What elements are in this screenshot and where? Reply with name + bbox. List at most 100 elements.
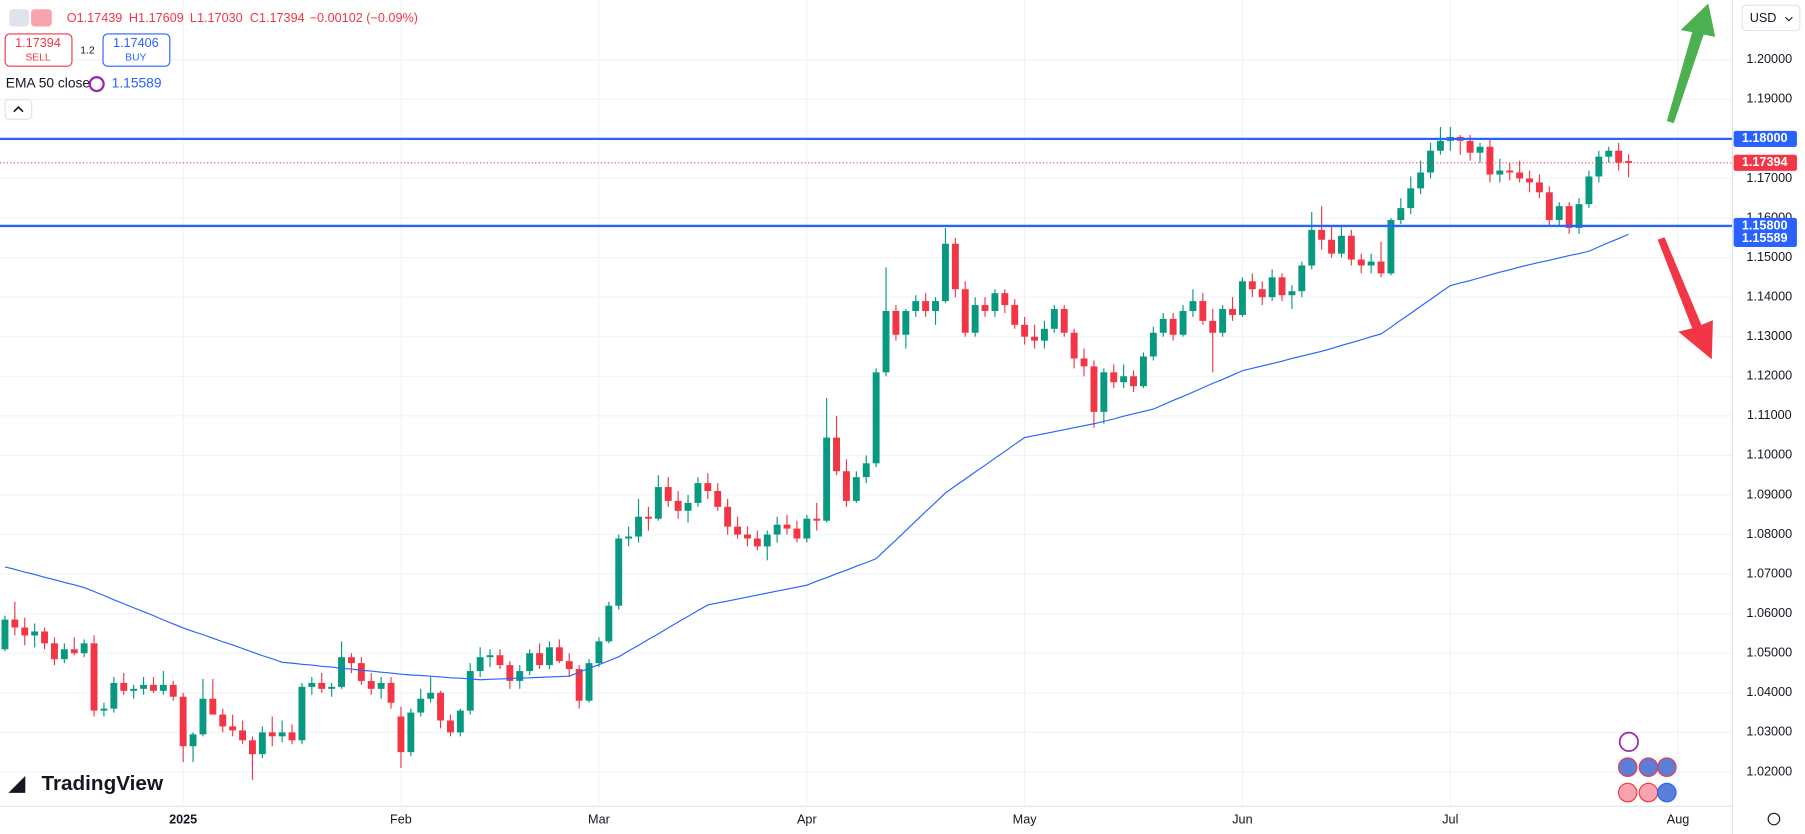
- y-tick-label: 1.02000: [1746, 764, 1792, 778]
- candle-body: [941, 243, 949, 302]
- spread: 1.2: [80, 45, 95, 56]
- y-tick-label: 1.13000: [1746, 329, 1792, 343]
- candle-body: [446, 720, 454, 733]
- down-arrow: [1657, 237, 1713, 360]
- candle-body: [338, 657, 345, 687]
- candle-body: [1179, 310, 1187, 335]
- candle-body: [625, 536, 633, 539]
- currency-select[interactable]: [1741, 4, 1801, 32]
- candle-body: [50, 643, 58, 660]
- candle-body: [1080, 358, 1088, 367]
- candle-body: [1120, 376, 1128, 383]
- candle-body: [1328, 239, 1335, 254]
- y-tick-label: 1.07000: [1746, 566, 1792, 580]
- candle-body: [773, 524, 781, 535]
- candle-body: [1387, 219, 1395, 274]
- candle-body: [1466, 140, 1474, 153]
- candle-body: [130, 688, 138, 691]
- candle-body: [1357, 259, 1365, 266]
- candle-body: [347, 657, 355, 664]
- ema-label: 1.15589: [1742, 231, 1788, 245]
- plot: [0, 127, 1733, 780]
- event-icon[interactable]: [1618, 731, 1639, 752]
- candle-body: [1268, 277, 1276, 298]
- y-tick-label: 1.10000: [1746, 448, 1792, 462]
- candle-body: [1100, 372, 1108, 412]
- candle-body: [278, 732, 286, 737]
- candle-body: [1149, 332, 1157, 357]
- collapse-icon: [13, 105, 24, 113]
- candle-body: [239, 730, 247, 741]
- event-icon[interactable]: [1638, 782, 1659, 803]
- candle-body: [149, 684, 157, 691]
- event-icon[interactable]: [1617, 782, 1638, 803]
- candle-body: [1526, 178, 1533, 183]
- ema-tag: [1733, 230, 1797, 247]
- candle-body: [793, 528, 801, 539]
- candle-body: [951, 243, 959, 290]
- toggle-chip[interactable]: [31, 9, 52, 27]
- candle-body: [1298, 265, 1306, 292]
- candle-body: [674, 500, 682, 511]
- candle-body: [110, 682, 118, 709]
- candle-body: [1159, 318, 1167, 333]
- sell-button[interactable]: [4, 33, 73, 67]
- candle-body: [664, 487, 672, 501]
- candle-body: [1585, 176, 1593, 205]
- candle-body: [1248, 281, 1256, 290]
- candle-body: [1288, 291, 1296, 296]
- price-axis: 1.02000 1.03000 1.04000 1.05000 1.06000 1.070…: [1733, 52, 1797, 778]
- settings-icon[interactable]: [1767, 812, 1781, 826]
- candle-body: [1238, 281, 1246, 315]
- grid: [0, 0, 1733, 807]
- candle-body: [734, 526, 741, 535]
- candle-body: [377, 682, 385, 689]
- candle-body: [417, 698, 425, 713]
- indicator-icon[interactable]: [88, 76, 105, 93]
- candle-body: [1545, 192, 1553, 220]
- low-value: L1.17030: [190, 11, 243, 25]
- candle-body: [407, 712, 415, 753]
- candle-body: [882, 310, 890, 373]
- y-tick-label: 1.20000: [1746, 52, 1792, 66]
- level-tag: [1733, 130, 1797, 147]
- candle-body: [318, 682, 326, 689]
- candle-body: [387, 682, 395, 703]
- events: [1617, 731, 1677, 803]
- candle-body: [565, 661, 573, 670]
- candle-body: [1397, 208, 1405, 220]
- x-tick-label: Jul: [1442, 813, 1458, 827]
- candle-body: [1486, 146, 1494, 175]
- buy-button[interactable]: [102, 33, 171, 67]
- candle-body: [1050, 309, 1058, 329]
- buy-label: BUY: [125, 52, 146, 63]
- candle-body: [179, 696, 187, 747]
- candle-body: [466, 671, 474, 711]
- candle-body: [1060, 309, 1068, 333]
- candle-body: [169, 684, 177, 697]
- event-icon[interactable]: [1638, 757, 1659, 777]
- candle-body: [437, 692, 444, 721]
- event-icon[interactable]: [1657, 757, 1677, 777]
- candle-body: [892, 310, 900, 335]
- candle-body: [1506, 170, 1514, 173]
- candle-body: [496, 655, 504, 666]
- candle-body: [763, 534, 771, 547]
- header: O1.17439 H1.17609 L1.17030 C1.17394 −0.0…: [4, 9, 418, 120]
- collapse-button[interactable]: [4, 99, 33, 120]
- event-icon[interactable]: [1617, 757, 1638, 777]
- x-tick-label: Jun: [1232, 813, 1252, 827]
- last-price-label: 1.17394: [1742, 155, 1788, 169]
- candle-body: [1189, 301, 1197, 311]
- candle-body: [872, 372, 880, 464]
- candle-body: [11, 619, 19, 628]
- candle-body: [1615, 150, 1623, 163]
- toggle-chip[interactable]: [9, 9, 29, 27]
- candle-body: [724, 506, 732, 527]
- candle-body: [1555, 206, 1563, 220]
- event-icon[interactable]: [1657, 782, 1677, 803]
- candle-body: [1347, 235, 1355, 260]
- candle-body: [605, 605, 613, 642]
- candle-body: [60, 649, 68, 660]
- candle-body: [803, 518, 811, 539]
